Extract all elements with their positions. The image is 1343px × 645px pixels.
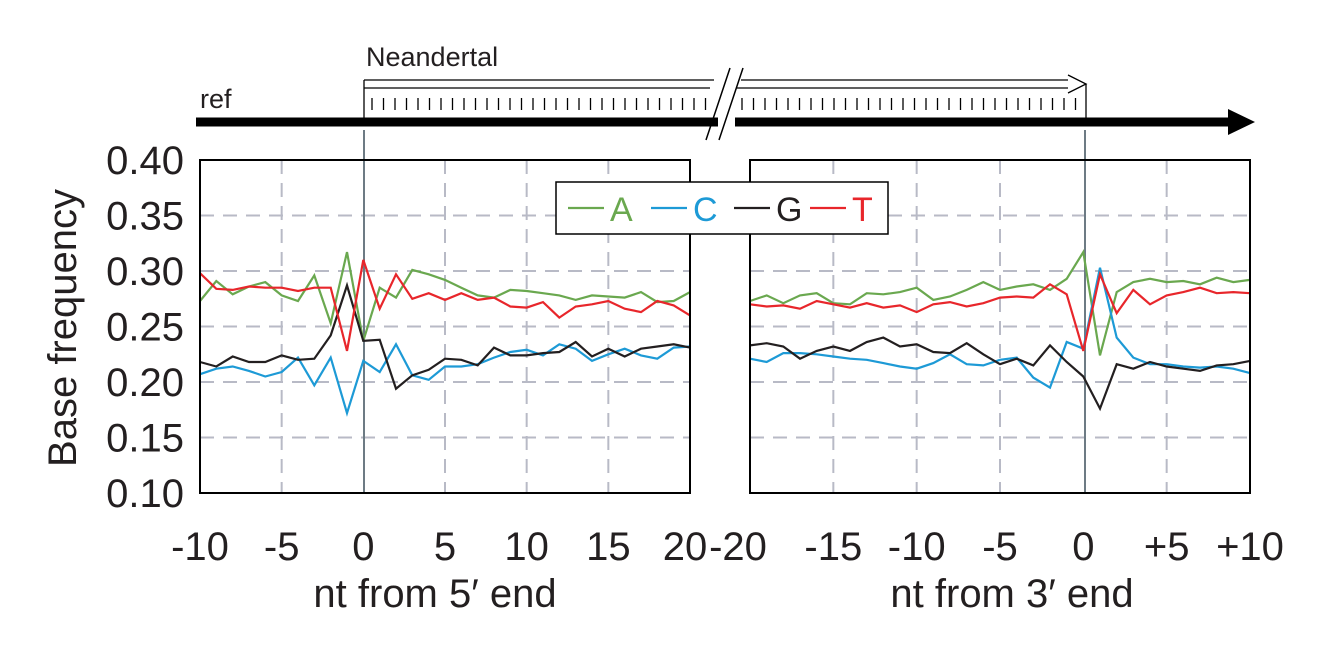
x-axis-title-5prime: nt from 5′ end xyxy=(313,572,556,616)
neandertal-label: Neandertal xyxy=(366,42,498,72)
y-tick-labels: 0.10 0.15 0.20 0.25 0.30 0.35 0.40 xyxy=(106,139,184,516)
y-tick-label: 0.20 xyxy=(106,361,184,405)
series-G-line-3prime xyxy=(749,336,1251,412)
x-tick-label: 5 xyxy=(434,525,456,569)
series-C-line-3prime xyxy=(749,267,1251,390)
legend-label-C: C xyxy=(693,191,718,229)
series-T-line-5prime xyxy=(199,259,691,352)
series-G-line-5prime xyxy=(199,281,691,391)
legend-label-T: T xyxy=(852,191,873,229)
ref-arrow xyxy=(196,109,1255,135)
axis-break-marks xyxy=(705,67,744,141)
plot-frame-3prime xyxy=(749,159,1251,494)
series-C-line-5prime xyxy=(199,342,691,417)
x-tick-labels-5prime: -10 -5 0 5 10 15 20 xyxy=(171,525,707,569)
series-T-line-3prime xyxy=(749,270,1251,352)
x-tick-label: 0 xyxy=(1072,525,1094,569)
legend-label-A: A xyxy=(610,191,633,229)
series-A-line-5prime xyxy=(199,251,691,342)
y-tick-label: 0.30 xyxy=(106,250,184,294)
y-tick-label: 0.35 xyxy=(106,195,184,239)
x-tick-label: 15 xyxy=(586,525,631,569)
ref-label: ref xyxy=(200,84,232,114)
y-tick-label: 0.10 xyxy=(106,472,184,516)
x-tick-labels-3prime: -20 -15 -10 -5 0 +5 +10 xyxy=(709,525,1284,569)
x-tick-label: 0 xyxy=(352,525,374,569)
read-base-ticks-right xyxy=(741,98,1077,110)
series-5prime xyxy=(199,251,691,417)
panel-3prime: -20 -15 -10 -5 0 +5 +10 nt from 3′ end xyxy=(709,130,1284,616)
x-tick-label: -5 xyxy=(264,525,300,569)
y-tick-label: 0.40 xyxy=(106,139,184,183)
plot-frame-5prime xyxy=(199,159,691,494)
x-tick-label: -20 xyxy=(709,525,767,569)
x-tick-label: -10 xyxy=(888,525,946,569)
y-tick-label: 0.25 xyxy=(106,306,184,350)
x-tick-label: -10 xyxy=(171,525,229,569)
x-tick-label: +10 xyxy=(1216,525,1284,569)
read-schematic: ref Neandertal xyxy=(196,42,1255,141)
x-axis-title-3prime: nt from 3′ end xyxy=(890,572,1133,616)
grid-3prime xyxy=(750,160,1250,493)
y-axis-title: Base frequency xyxy=(41,189,85,467)
x-tick-label: -15 xyxy=(804,525,862,569)
neandertal-read-arrow xyxy=(363,74,1088,118)
y-tick-label: 0.15 xyxy=(106,417,184,461)
legend-label-G: G xyxy=(776,191,802,229)
x-tick-label: 10 xyxy=(504,525,549,569)
x-tick-label: 20 xyxy=(663,525,708,569)
series-3prime xyxy=(749,249,1251,412)
x-tick-label: +5 xyxy=(1144,525,1190,569)
read-base-ticks-left xyxy=(371,98,707,110)
x-tick-label: -5 xyxy=(982,525,1018,569)
